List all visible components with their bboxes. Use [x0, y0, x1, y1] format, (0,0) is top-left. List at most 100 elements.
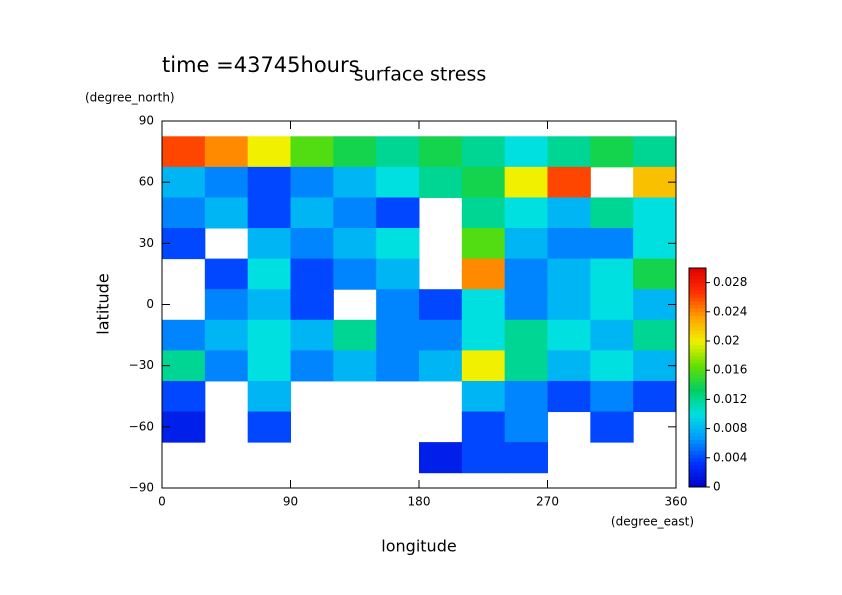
- y-tick-label: −60: [129, 419, 154, 433]
- y-axis-title: latitude: [94, 273, 113, 334]
- y-tick-label: 90: [139, 114, 154, 128]
- cell: [547, 350, 591, 382]
- colorbar-band: [689, 344, 706, 349]
- cell: [204, 197, 249, 229]
- colorbar-band: [689, 275, 706, 280]
- cell: [419, 442, 463, 474]
- colorbar-tick-label: 0: [713, 480, 721, 494]
- cell: [547, 197, 591, 229]
- colorbar-tick-label: 0.024: [713, 304, 747, 318]
- x-tick-label: 360: [665, 495, 688, 509]
- cell: [333, 258, 377, 290]
- cell: [290, 136, 334, 168]
- colorbar-band: [689, 443, 706, 448]
- cell: [461, 442, 506, 474]
- colorbar-band: [689, 446, 706, 451]
- cell: [290, 166, 334, 198]
- x-axis-title: longitude: [381, 537, 456, 556]
- cell: [333, 197, 377, 229]
- colorbar-band: [689, 421, 706, 426]
- cell: [590, 289, 634, 321]
- colorbar-band: [689, 450, 706, 455]
- cell: [590, 319, 634, 351]
- cell: [162, 197, 206, 229]
- cell: [633, 258, 677, 290]
- cell: [461, 289, 506, 321]
- colorbar-band: [689, 322, 706, 327]
- cell: [333, 350, 377, 382]
- colorbar-band: [689, 308, 706, 313]
- cell: [633, 380, 677, 413]
- y-tick-label: 30: [139, 236, 154, 250]
- cell: [247, 289, 291, 321]
- cell: [333, 228, 377, 260]
- cell: [247, 319, 291, 351]
- cell: [204, 258, 249, 290]
- colorbar-band: [689, 468, 706, 473]
- cell: [376, 228, 420, 260]
- cell: [419, 136, 463, 168]
- cell: [162, 319, 206, 351]
- cell: [590, 350, 634, 382]
- colorbar-tick-label: 0.028: [713, 275, 747, 289]
- cell: [504, 411, 548, 443]
- colorbar-band: [689, 370, 706, 375]
- colorbar-band: [689, 417, 706, 422]
- colorbar-band: [689, 483, 706, 488]
- colorbar-tick-label: 0.02: [713, 334, 740, 348]
- colorbar-band: [689, 326, 706, 331]
- cell: [247, 350, 291, 382]
- cell: [590, 228, 634, 260]
- y-tick-label: −90: [129, 481, 154, 495]
- cell: [590, 380, 634, 413]
- cell: [333, 319, 377, 351]
- chart-title: surface stress: [354, 64, 487, 86]
- cell: [419, 166, 463, 198]
- colorbar-band: [689, 278, 706, 284]
- colorbar-band: [689, 373, 706, 378]
- cell: [504, 319, 548, 351]
- cell: [547, 166, 591, 198]
- colorbar-band: [689, 465, 706, 470]
- time-label: time =43745hours: [162, 53, 360, 77]
- cell: [461, 319, 506, 351]
- colorbar-band: [689, 319, 706, 324]
- cell: [547, 319, 591, 351]
- colorbar-band: [689, 454, 706, 459]
- cell: [376, 289, 420, 321]
- cell: [504, 442, 548, 474]
- colorbar-band: [689, 476, 706, 481]
- colorbar-band: [689, 293, 706, 298]
- cell: [547, 380, 591, 413]
- x-tick-label: 0: [158, 495, 166, 509]
- colorbar-band: [689, 377, 706, 382]
- cell: [333, 166, 377, 198]
- cell: [290, 228, 334, 260]
- cell: [247, 166, 291, 198]
- colorbar-band: [689, 348, 706, 353]
- colorbar-band: [689, 286, 706, 291]
- cell: [547, 228, 591, 260]
- colorbar-band: [689, 439, 706, 444]
- colorbar-band: [689, 271, 706, 276]
- cell: [547, 136, 591, 168]
- field: [162, 136, 677, 474]
- cell: [590, 197, 634, 229]
- cell: [633, 319, 677, 351]
- colorbar-band: [689, 381, 706, 386]
- colorbar-band: [689, 359, 706, 364]
- colorbar-band: [689, 341, 706, 346]
- colorbar-band: [689, 366, 706, 371]
- cell: [247, 411, 291, 443]
- cell: [547, 258, 591, 290]
- colorbar-band: [689, 362, 706, 368]
- colorbar-band: [689, 297, 706, 302]
- colorbar-band: [689, 388, 706, 393]
- cell: [504, 228, 548, 260]
- x-unit: (degree_east): [611, 515, 694, 529]
- colorbar-band: [689, 403, 706, 408]
- cell: [461, 258, 506, 290]
- colorbar-band: [689, 432, 706, 437]
- colorbar-band: [689, 384, 706, 389]
- colorbar-band: [689, 428, 706, 433]
